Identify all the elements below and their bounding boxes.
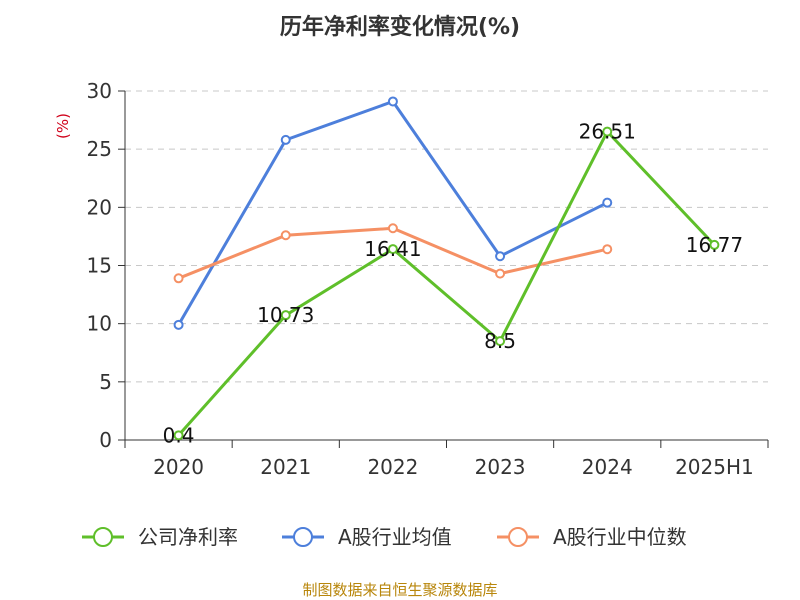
legend-item-1: A股行业均值 xyxy=(282,525,452,549)
point-0-2024 xyxy=(602,126,613,137)
series-line-1 xyxy=(177,100,608,326)
point-2-2023 xyxy=(495,268,506,279)
legend-item-2: A股行业中位数 xyxy=(497,525,687,549)
legend-label-0: 公司净利率 xyxy=(138,525,238,549)
data-label-2021: 10.73 xyxy=(257,303,314,327)
y-tick-label-25: 25 xyxy=(87,137,112,161)
data-label-2024: 26.51 xyxy=(579,120,636,144)
legend-marker-0 xyxy=(93,527,113,547)
y-tick-label-5: 5 xyxy=(99,370,112,394)
data-label-2023: 8.5 xyxy=(484,329,516,353)
y-tick-label-30: 30 xyxy=(87,79,112,103)
source-note: 制图数据来自恒生聚源数据库 xyxy=(302,581,497,599)
point-2-2020 xyxy=(173,273,184,284)
point-1-2020 xyxy=(173,319,184,330)
axes: 0 5 10 15 20 25 30 2020 2021 2022 2023 2024 2025H1 xyxy=(87,79,769,479)
point-1-2021 xyxy=(280,134,291,145)
legend-item-0: 公司净利率 xyxy=(82,525,238,549)
legend-marker-2 xyxy=(508,527,528,547)
legend-label-2: A股行业中位数 xyxy=(553,525,687,549)
x-tick-label-2023: 2023 xyxy=(475,455,526,479)
x-tick-label-2020: 2020 xyxy=(153,455,204,479)
point-0-2023 xyxy=(495,336,506,347)
x-tick-label-2024: 2024 xyxy=(582,455,633,479)
chart-title: 历年净利率变化情况(%) xyxy=(280,14,520,40)
data-label-2022: 16.41 xyxy=(364,237,421,261)
y-tick-label-20: 20 xyxy=(87,195,112,219)
x-tick-label-2021: 2021 xyxy=(260,455,311,479)
point-0-2021 xyxy=(280,310,291,321)
series-line-0 xyxy=(177,130,716,437)
point-1-2022 xyxy=(387,96,398,107)
x-tick-label-2022: 2022 xyxy=(367,455,418,479)
grid-lines xyxy=(125,90,768,383)
legend-marker-1 xyxy=(293,527,313,547)
series-1 xyxy=(173,96,613,330)
legend-label-1: A股行业均值 xyxy=(338,525,452,549)
y-tick-label-0: 0 xyxy=(99,428,112,452)
point-2-2021 xyxy=(280,230,291,241)
series-group xyxy=(173,96,720,441)
y-tick-label-15: 15 xyxy=(87,254,112,278)
y-axis-unit: (%) xyxy=(54,113,72,139)
data-label-2025H1: 16.77 xyxy=(686,233,743,257)
data-labels: 0.4 10.73 16.41 8.5 26.51 16.77 xyxy=(163,120,743,448)
x-tick-label-2025H1: 2025H1 xyxy=(675,455,754,479)
series-0 xyxy=(173,126,720,441)
point-2-2024 xyxy=(602,244,613,255)
point-1-2023 xyxy=(495,251,506,262)
point-1-2024 xyxy=(602,197,613,208)
series-2 xyxy=(173,223,613,284)
point-0-2022 xyxy=(387,244,398,255)
data-label-2020: 0.4 xyxy=(163,423,195,447)
point-0-2020 xyxy=(173,430,184,441)
point-2-2022 xyxy=(387,223,398,234)
legend: 公司净利率 A股行业均值 A股行业中位数 xyxy=(82,525,687,549)
y-tick-label-10: 10 xyxy=(87,312,112,336)
point-0-2025H1 xyxy=(709,239,720,250)
